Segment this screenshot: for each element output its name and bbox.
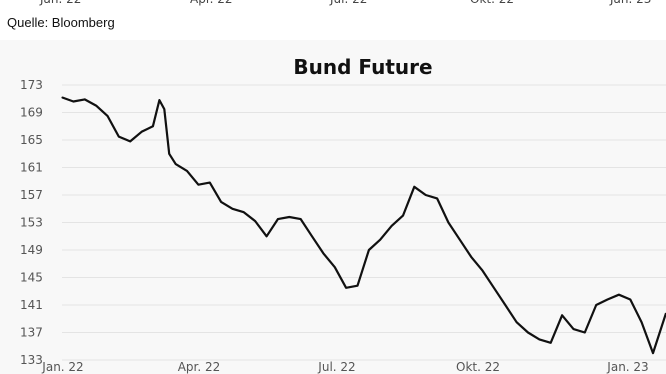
y-tick-label: 141 xyxy=(20,298,43,312)
data-point xyxy=(425,194,427,196)
data-point xyxy=(550,342,552,344)
data-point xyxy=(175,163,177,165)
data-point xyxy=(504,304,506,306)
data-point xyxy=(311,235,313,237)
x-tick-label: Apr. 22 xyxy=(178,360,221,374)
x-tick-label: Jul. 22 xyxy=(317,360,355,374)
data-point xyxy=(413,186,415,188)
y-tick-label: 161 xyxy=(20,161,43,175)
cropped-axis-strip: Jan. 22 Apr. 22 Jul. 22 Okt. 22 Jan. 23 xyxy=(0,0,666,8)
data-point xyxy=(379,239,381,241)
data-point xyxy=(618,294,620,296)
data-point xyxy=(72,100,74,103)
data-point xyxy=(106,115,109,117)
data-point xyxy=(402,215,404,217)
data-point xyxy=(368,249,370,251)
data-point xyxy=(572,328,575,330)
grid xyxy=(62,84,666,361)
data-point xyxy=(209,182,211,184)
series-layer xyxy=(61,96,666,355)
data-point xyxy=(493,287,495,289)
data-point xyxy=(118,135,120,138)
data-point xyxy=(231,208,234,210)
data-point xyxy=(300,218,302,220)
y-tick-label: 165 xyxy=(20,133,43,147)
chart-title: Bund Future xyxy=(293,55,432,79)
series-line xyxy=(61,96,666,355)
data-point xyxy=(277,218,279,220)
bund-future-chart: Bund Future 1731691651611571531491451411… xyxy=(20,55,666,374)
data-point xyxy=(168,153,170,155)
data-point xyxy=(481,270,484,272)
data-point xyxy=(186,170,188,172)
chart-panel: Bund Future 173 169 165 161 157 153 149 145 141 1… xyxy=(0,40,666,374)
data-point xyxy=(391,225,393,227)
data-point xyxy=(84,98,86,101)
y-tick-label: 157 xyxy=(20,188,43,202)
data-point xyxy=(129,140,131,142)
data-point xyxy=(584,331,586,334)
y-tick-label: 133 xyxy=(20,353,43,367)
data-point xyxy=(140,131,143,133)
data-point xyxy=(470,256,472,258)
data-point xyxy=(345,287,347,289)
data-point xyxy=(629,298,631,301)
data-point xyxy=(641,321,643,323)
data-point xyxy=(436,197,438,200)
y-tick-label: 137 xyxy=(20,326,43,340)
data-point xyxy=(334,266,336,268)
data-point xyxy=(220,201,222,203)
data-point xyxy=(158,99,161,101)
data-point xyxy=(595,304,597,306)
data-point xyxy=(197,184,199,186)
data-point xyxy=(322,252,325,255)
y-tick-label: 153 xyxy=(20,216,43,230)
data-point xyxy=(516,321,518,323)
data-point xyxy=(356,285,359,287)
y-axis: 173 169 165 161 157 153 149 145 141 137 133 xyxy=(20,78,43,367)
data-point xyxy=(459,239,461,241)
x-tick-label: Okt. 22 xyxy=(456,360,500,374)
y-tick-label: 145 xyxy=(20,271,43,285)
data-point xyxy=(652,352,654,354)
data-point xyxy=(561,314,563,316)
data-point xyxy=(527,331,529,334)
x-tick-label: Jan. 23 xyxy=(606,360,648,374)
x-tick-label: Jan. 22 xyxy=(41,360,83,374)
data-point xyxy=(288,216,290,218)
data-point xyxy=(163,108,165,110)
data-point xyxy=(447,221,450,224)
x-axis: Jan. 22 Apr. 22 Jul. 22 Okt. 22 Jan. 23 xyxy=(41,360,648,374)
y-tick-label: 149 xyxy=(20,243,43,257)
y-tick-label: 169 xyxy=(20,106,43,120)
data-point xyxy=(243,211,245,213)
data-point xyxy=(152,125,154,127)
y-tick-label: 173 xyxy=(20,78,43,92)
data-point xyxy=(95,105,97,107)
data-point xyxy=(61,96,63,98)
data-point xyxy=(606,298,609,301)
data-point xyxy=(254,220,256,222)
source-label: Quelle: Bloomberg xyxy=(7,15,115,30)
data-point xyxy=(265,235,268,237)
data-point xyxy=(538,338,540,340)
